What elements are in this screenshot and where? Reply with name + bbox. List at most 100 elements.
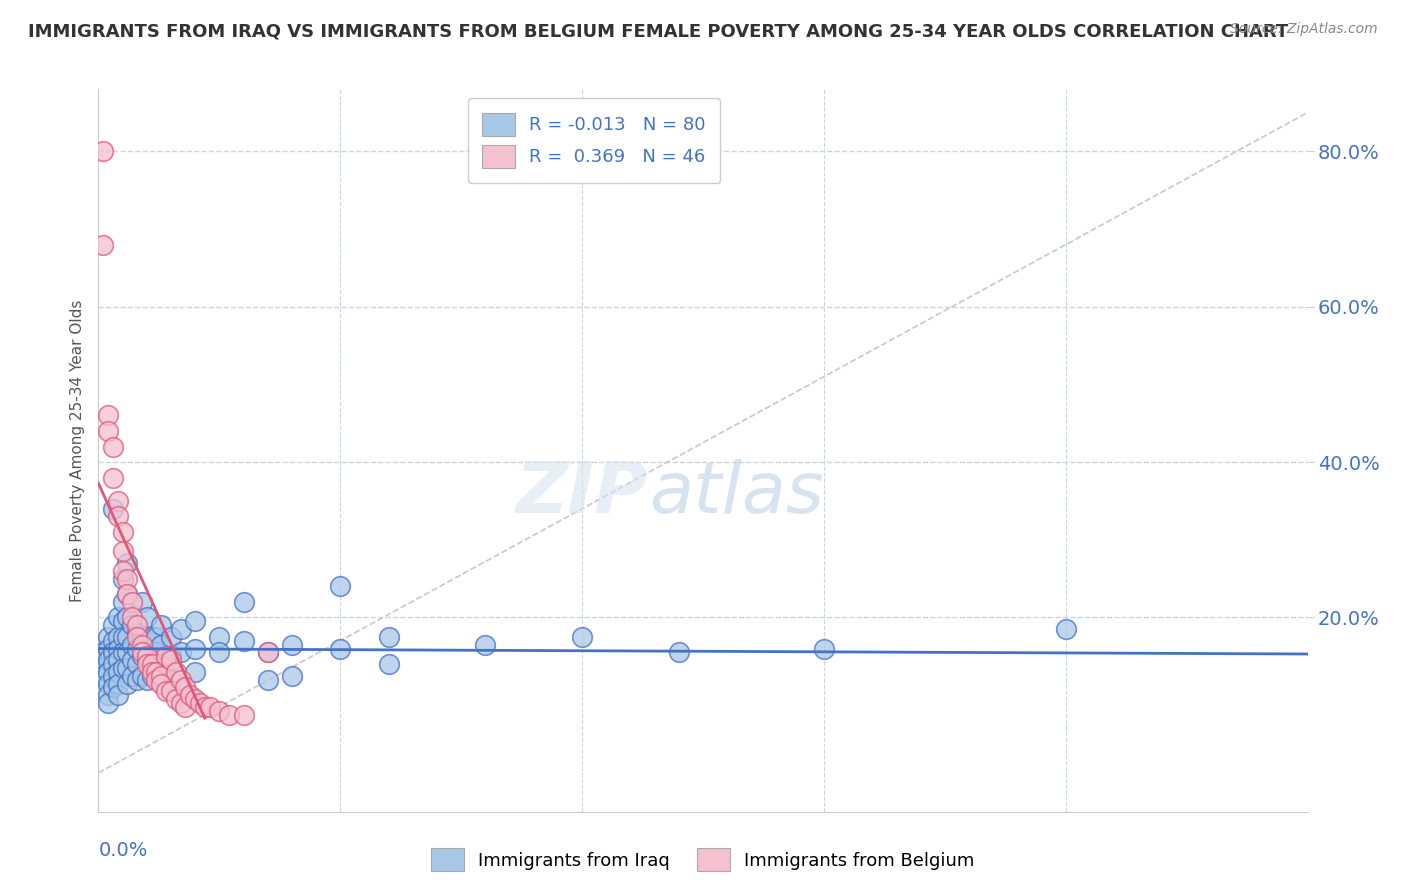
Point <box>169 696 191 710</box>
Point <box>127 673 149 687</box>
Point <box>121 618 143 632</box>
Point <box>571 630 593 644</box>
Point <box>208 630 231 644</box>
Point <box>135 610 157 624</box>
Point <box>194 699 217 714</box>
Point <box>97 630 120 644</box>
Point <box>127 641 149 656</box>
Point <box>329 641 352 656</box>
Point <box>184 641 207 656</box>
Point <box>155 684 177 698</box>
Point <box>121 669 143 683</box>
Point <box>111 630 134 644</box>
Point <box>127 630 149 644</box>
Point <box>101 633 124 648</box>
Point <box>474 638 496 652</box>
Point <box>169 622 191 636</box>
Point <box>111 595 134 609</box>
Point <box>97 688 120 702</box>
Point <box>174 699 197 714</box>
Point <box>135 673 157 687</box>
Point <box>150 638 173 652</box>
Point <box>101 440 124 454</box>
Y-axis label: Female Poverty Among 25-34 Year Olds: Female Poverty Among 25-34 Year Olds <box>69 300 84 601</box>
Point <box>145 665 167 679</box>
Point <box>107 494 129 508</box>
Point <box>232 595 254 609</box>
Point <box>160 684 183 698</box>
Point <box>121 610 143 624</box>
Point <box>135 653 157 667</box>
Point <box>117 556 139 570</box>
Point <box>145 673 167 687</box>
Point <box>141 657 163 672</box>
Point <box>145 645 167 659</box>
Point <box>160 630 183 644</box>
Point <box>184 665 207 679</box>
Point <box>111 564 134 578</box>
Point <box>101 501 124 516</box>
Point <box>111 645 134 659</box>
Point <box>107 509 129 524</box>
Point <box>198 699 221 714</box>
Point <box>101 470 124 484</box>
Point <box>208 645 231 659</box>
Point <box>101 618 124 632</box>
Point <box>141 669 163 683</box>
Point <box>188 696 211 710</box>
Point <box>117 572 139 586</box>
Point <box>101 669 124 683</box>
Point <box>117 661 139 675</box>
Point <box>377 630 399 644</box>
Text: ZIP: ZIP <box>516 459 648 528</box>
Point <box>107 653 129 667</box>
Point <box>256 645 278 659</box>
Point <box>111 572 134 586</box>
Point <box>145 630 167 644</box>
Point <box>232 707 254 722</box>
Point <box>160 673 183 687</box>
Point <box>131 645 153 659</box>
Point <box>145 661 167 675</box>
Point <box>169 673 191 687</box>
Point <box>117 587 139 601</box>
Point <box>117 587 139 601</box>
Point <box>111 661 134 675</box>
Point <box>91 669 114 683</box>
Point <box>97 653 120 667</box>
Point <box>127 657 149 672</box>
Point <box>141 630 163 644</box>
Point <box>97 409 120 423</box>
Point <box>107 630 129 644</box>
Point <box>107 688 129 702</box>
Text: atlas: atlas <box>648 459 823 528</box>
Point <box>141 649 163 664</box>
Point <box>121 653 143 667</box>
Point <box>135 657 157 672</box>
Point <box>117 610 139 624</box>
Point <box>117 645 139 659</box>
Point <box>111 544 134 558</box>
Point <box>169 645 191 659</box>
Point <box>121 595 143 609</box>
Point <box>91 145 114 159</box>
Point <box>160 653 183 667</box>
Point <box>107 665 129 679</box>
Point <box>150 657 173 672</box>
Point <box>165 665 187 679</box>
Point <box>131 595 153 609</box>
Point <box>111 524 134 539</box>
Point <box>97 696 120 710</box>
Point <box>101 657 124 672</box>
Point <box>111 615 134 629</box>
Point <box>107 610 129 624</box>
Point <box>97 665 120 679</box>
Text: IMMIGRANTS FROM IRAQ VS IMMIGRANTS FROM BELGIUM FEMALE POVERTY AMONG 25-34 YEAR : IMMIGRANTS FROM IRAQ VS IMMIGRANTS FROM … <box>28 22 1288 40</box>
Text: 0.0%: 0.0% <box>98 840 148 860</box>
Point <box>135 649 157 664</box>
Legend: R = -0.013   N = 80, R =  0.369   N = 46: R = -0.013 N = 80, R = 0.369 N = 46 <box>468 98 720 183</box>
Point <box>1054 622 1077 636</box>
Point <box>91 653 114 667</box>
Point <box>131 649 153 664</box>
Point <box>97 676 120 690</box>
